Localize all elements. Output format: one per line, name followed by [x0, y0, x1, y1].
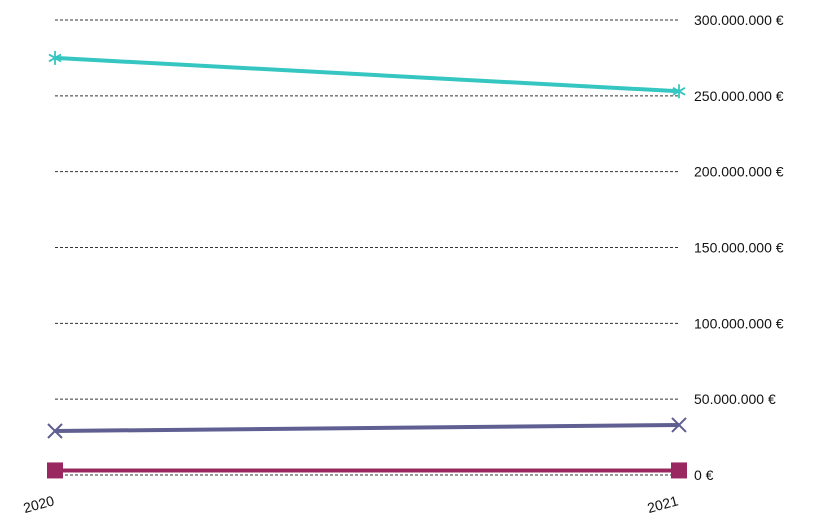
y-axis-labels: 0 € 50.000.000 € 100.000.000 € 150.000.000 … — [694, 12, 784, 483]
data-point-marker — [671, 462, 687, 479]
data-point-marker — [47, 423, 63, 439]
y-tick-label: 300.000.000 € — [694, 12, 784, 28]
data-point-marker — [671, 417, 687, 433]
y-tick-label: 150.000.000 € — [694, 240, 784, 256]
y-tick-label: 250.000.000 € — [694, 88, 784, 104]
x-tick-label: 2021 — [646, 492, 680, 516]
x-tick-label: 2020 — [22, 492, 56, 516]
series-line — [54, 422, 680, 434]
data-point-marker — [47, 462, 63, 479]
y-tick-label: 50.000.000 € — [694, 391, 776, 407]
y-tick-label: 100.000.000 € — [694, 315, 784, 331]
series-1 — [47, 417, 687, 439]
y-tick-label: 0 € — [694, 467, 714, 483]
data-point-marker — [48, 50, 62, 65]
data-point-marker — [672, 84, 686, 99]
grid-lines — [55, 19, 680, 476]
x-axis-labels: 2020 2021 — [22, 492, 680, 516]
y-tick-label: 200.000.000 € — [694, 164, 784, 180]
series-0 — [48, 50, 686, 99]
series-line — [54, 55, 680, 94]
series-lines — [47, 50, 687, 479]
series-2 — [47, 462, 687, 479]
